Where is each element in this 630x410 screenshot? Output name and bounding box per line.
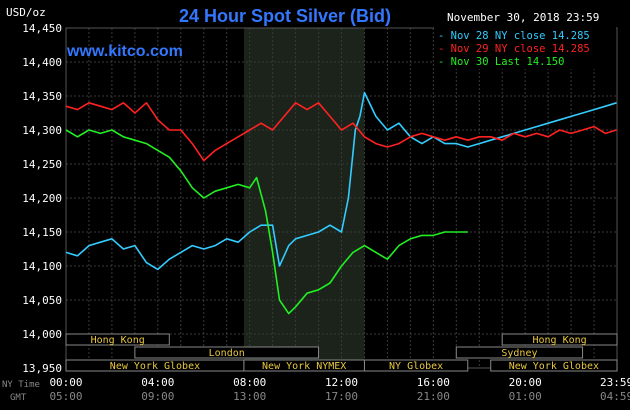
market-session-label: London <box>209 348 245 359</box>
x-tick-label-ny: 16:00 <box>417 376 450 389</box>
x-tick-label-gmt: 09:00 <box>141 390 174 403</box>
legend-entry: - Nov 28 NY close 14.285 <box>438 30 590 42</box>
timestamp: November 30, 2018 23:59 <box>447 11 599 24</box>
market-session-band <box>363 359 469 372</box>
x-row-label-ny: NY Time <box>2 380 40 390</box>
legend-background <box>434 27 616 69</box>
x-tick-label-gmt: 05:00 <box>49 390 82 403</box>
x-tick-label-ny: 04:00 <box>141 376 174 389</box>
series-lines <box>65 91 617 315</box>
series-line-1 <box>65 91 617 271</box>
y-tick-label: 14,450 <box>22 22 62 35</box>
chart-title: 24 Hour Spot Silver (Bid) <box>179 6 391 26</box>
y-tick-label: 14,300 <box>22 124 62 137</box>
x-tick-label-ny: 00:00 <box>49 376 82 389</box>
unit-label: USD/oz <box>6 6 46 19</box>
y-tick-label: 14,000 <box>22 328 62 341</box>
y-axis: 14,450 14,400 14,350 14,300 14,250 14,200 14,1… <box>22 22 62 375</box>
market-session-band <box>134 346 320 359</box>
x-tick-label-ny: 08:00 <box>233 376 266 389</box>
y-tick-label: 14,100 <box>22 260 62 273</box>
x-tick-label-ny: 20:00 <box>509 376 542 389</box>
market-session-label: Hong Kong <box>533 335 587 346</box>
y-tick-label: 14,250 <box>22 158 62 171</box>
x-tick-label-gmt: 13:00 <box>233 390 266 403</box>
market-session-band <box>455 346 584 359</box>
market-session-band <box>490 359 618 372</box>
legend-entry: - Nov 30 Last 14.150 <box>438 56 564 68</box>
x-row-label-gmt: GMT <box>10 393 27 403</box>
market-session-label: Hong Kong <box>91 335 145 346</box>
market-session-band <box>65 333 170 346</box>
series-line-3 <box>65 129 468 315</box>
y-tick-label: 14,050 <box>22 294 62 307</box>
y-tick-label: 14,400 <box>22 56 62 69</box>
x-tick-label-gmt: 01:00 <box>509 390 542 403</box>
y-tick-label: 14,150 <box>22 226 62 239</box>
x-tick-label-ny: 12:00 <box>325 376 358 389</box>
market-session-label: New York Globex <box>509 361 599 372</box>
x-axis: 00:00 04:00 08:00 12:00 16:00 20:00 23:59 05:00… <box>2 376 630 403</box>
market-session-label: Sydney <box>501 348 537 359</box>
legend-entry: - Nov 29 NY close 14.285 <box>438 43 590 55</box>
market-session-label: NY Globex <box>389 361 443 372</box>
y-tick-label: 14,350 <box>22 90 62 103</box>
watermark: www.kitco.com <box>66 43 183 60</box>
legend: - Nov 28 NY close 14.285- Nov 29 NY clos… <box>434 27 616 69</box>
market-session-band <box>501 333 618 346</box>
market-session-label: New York NYMEX <box>262 361 346 372</box>
x-tick-label-gmt: 21:00 <box>417 390 450 403</box>
market-session-label: New York Globex <box>110 361 200 372</box>
nymex-highlight <box>243 28 365 368</box>
series-line-2 <box>65 102 617 162</box>
market-sessions: Hong Kong Hong Kong London Sydney New York G… <box>65 333 618 372</box>
x-tick-label-ny: 23:59 <box>600 376 630 389</box>
x-tick-label-gmt: 17:00 <box>325 390 358 403</box>
x-tick-label-gmt: 04:59 <box>600 390 630 403</box>
y-tick-label: 13,950 <box>22 362 62 375</box>
y-tick-label: 14,200 <box>22 192 62 205</box>
